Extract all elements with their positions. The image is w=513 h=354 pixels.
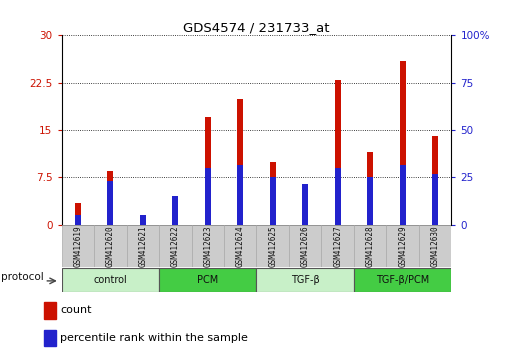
FancyBboxPatch shape [191,225,224,267]
FancyBboxPatch shape [289,225,322,267]
Bar [205,118,211,225]
Text: GSM412621: GSM412621 [139,225,147,267]
Bar [367,177,373,225]
Text: GSM412626: GSM412626 [301,225,310,267]
Bar [44,330,56,346]
Bar [140,215,146,225]
FancyBboxPatch shape [224,225,256,267]
Text: count: count [61,306,92,315]
FancyBboxPatch shape [159,225,191,267]
FancyBboxPatch shape [62,225,94,267]
Title: GDS4574 / 231733_at: GDS4574 / 231733_at [183,21,330,34]
Text: GSM412627: GSM412627 [333,225,342,267]
Bar [107,171,113,225]
Text: TGF-β/PCM: TGF-β/PCM [376,275,429,285]
Bar [238,98,243,225]
Bar [400,165,406,225]
Bar [205,168,211,225]
FancyBboxPatch shape [419,225,451,267]
Text: GSM412623: GSM412623 [203,225,212,267]
Text: GSM412625: GSM412625 [268,225,277,267]
Text: GSM412622: GSM412622 [171,225,180,267]
Bar [367,152,373,225]
Text: TGF-β: TGF-β [291,275,320,285]
Text: percentile rank within the sample: percentile rank within the sample [61,333,248,343]
FancyBboxPatch shape [159,268,256,292]
Text: control: control [93,275,127,285]
Bar [335,168,341,225]
Bar [75,215,81,225]
Bar [107,181,113,225]
Bar [75,203,81,225]
FancyBboxPatch shape [256,225,289,267]
Bar [140,222,146,225]
Bar [335,80,341,225]
FancyBboxPatch shape [386,225,419,267]
Bar [432,174,438,225]
Text: GSM412628: GSM412628 [366,225,374,267]
FancyBboxPatch shape [354,268,451,292]
FancyBboxPatch shape [94,225,127,267]
Bar [270,162,275,225]
Text: GSM412624: GSM412624 [236,225,245,267]
FancyBboxPatch shape [322,225,354,267]
Bar [302,184,308,225]
FancyBboxPatch shape [62,268,159,292]
FancyBboxPatch shape [354,225,386,267]
Text: GSM412619: GSM412619 [73,225,82,267]
Bar [302,184,308,225]
Text: protocol: protocol [1,272,44,282]
Text: GSM412630: GSM412630 [431,225,440,267]
Bar [270,177,275,225]
FancyBboxPatch shape [256,268,354,292]
Bar [44,302,56,319]
Text: PCM: PCM [197,275,219,285]
Bar [432,136,438,225]
Bar [400,61,406,225]
FancyBboxPatch shape [127,225,159,267]
Bar [172,196,178,225]
Bar [238,165,243,225]
Bar [172,203,178,225]
Text: GSM412620: GSM412620 [106,225,115,267]
Text: GSM412629: GSM412629 [398,225,407,267]
